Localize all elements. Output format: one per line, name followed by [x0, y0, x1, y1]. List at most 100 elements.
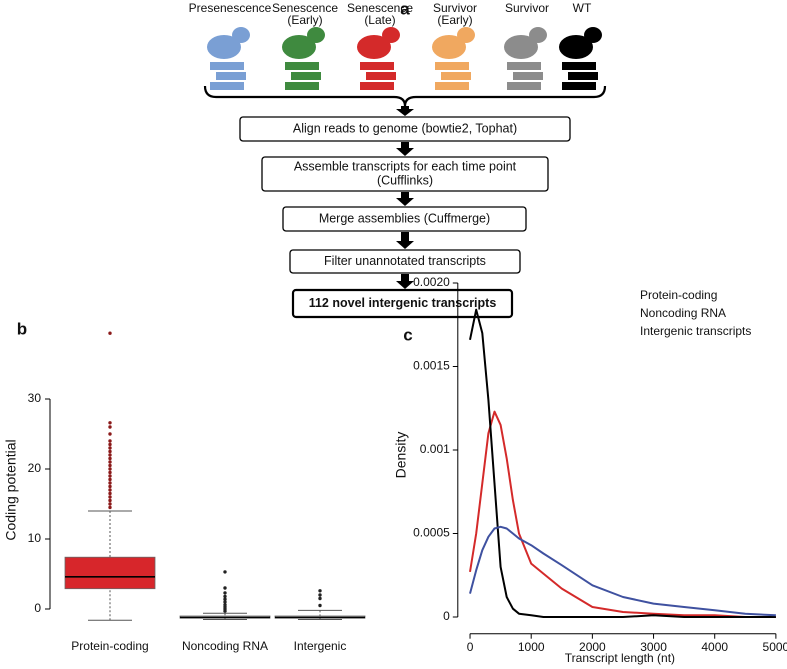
outlier	[108, 453, 112, 457]
y-tick-label: 20	[28, 461, 42, 475]
outlier	[108, 467, 112, 471]
y-tick-label: 0.0005	[413, 526, 450, 540]
chromatin-bar	[360, 82, 382, 90]
x-tick-label: Noncoding RNA	[182, 639, 268, 653]
outlier	[108, 488, 112, 492]
chromatin-bar	[376, 82, 394, 90]
outlier	[108, 502, 112, 506]
y-tick-label: 10	[28, 531, 42, 545]
y-tick-label: 0	[34, 601, 41, 615]
x-axis-title: Transcript length (nt)	[565, 651, 675, 665]
chromatin-bar	[226, 82, 244, 90]
outlier	[108, 432, 112, 436]
outlier	[108, 491, 112, 496]
cell-bud	[307, 27, 325, 43]
sample-label: WT	[573, 1, 592, 15]
step-box	[261, 156, 549, 192]
x-tick-label: 4000	[701, 640, 728, 654]
box	[64, 556, 156, 590]
chromatin-bar	[513, 72, 531, 80]
sample-label: (Early)	[287, 13, 322, 27]
x-tick-label: 2000	[579, 640, 606, 654]
outlier	[223, 600, 227, 604]
chromatin-bar	[376, 62, 394, 70]
chromatin-bar	[451, 82, 469, 90]
panel-label: a	[400, 0, 410, 18]
step-text: Align reads to genome (bowtie2, Tophat)	[293, 121, 517, 135]
chromatin-bar	[562, 62, 584, 70]
cell-bud	[382, 27, 400, 43]
density-line	[469, 410, 776, 618]
sample-label: (Late)	[364, 13, 395, 27]
arrow	[396, 106, 414, 116]
arrow	[396, 232, 414, 249]
sample-label: Senescence	[272, 1, 338, 15]
outlier	[223, 586, 227, 590]
step-text: 112 novel intergenic transcripts	[309, 296, 497, 310]
chromatin-bar	[523, 62, 541, 70]
chromatin-bar	[435, 82, 457, 90]
chromatin-bar	[291, 72, 309, 80]
outlier	[223, 594, 227, 599]
step-text: Assemble transcripts for each time point	[294, 159, 517, 173]
y-axis-title: Density	[393, 432, 409, 479]
arrow	[396, 192, 414, 206]
cell-bud	[457, 27, 475, 43]
cell-icon	[432, 35, 466, 59]
sample-label: Survivor	[505, 1, 549, 15]
arrow	[396, 142, 414, 156]
cell-bud	[232, 27, 250, 43]
arrow	[396, 274, 414, 289]
chromatin-bar	[441, 72, 459, 80]
chromatin-bar	[226, 62, 244, 70]
outlier	[318, 596, 322, 601]
chromatin-bar	[435, 62, 457, 70]
x-tick-label: 1000	[518, 640, 545, 654]
legend-entry: Intergenic transcripts	[640, 324, 751, 338]
panel-label: b	[17, 319, 27, 338]
y-tick-label: 30	[28, 391, 42, 405]
outlier	[108, 463, 112, 468]
outlier	[108, 439, 112, 443]
sample-label: Senescence	[347, 1, 413, 15]
chromatin-bar	[216, 72, 234, 80]
chromatin-bar	[523, 82, 541, 90]
chromatin-bar	[562, 82, 584, 90]
outlier	[223, 597, 227, 601]
outlier	[223, 570, 227, 574]
x-tick-label: 5000	[763, 640, 787, 654]
density-line	[469, 525, 776, 617]
chromatin-bar	[451, 62, 469, 70]
y-tick-label: 0.0020	[413, 275, 450, 289]
x-tick-label: 3000	[640, 640, 667, 654]
chromatin-bar	[285, 82, 307, 90]
chromatin-bar	[507, 62, 529, 70]
x-tick-label: Intergenic	[294, 639, 347, 653]
legend-entry: Noncoding RNA	[640, 306, 726, 320]
bracket	[203, 85, 607, 107]
outlier	[108, 505, 112, 510]
outlier	[108, 442, 112, 447]
chromatin-bar	[568, 72, 586, 80]
cell-icon	[207, 35, 241, 59]
step-text: (Cufflinks)	[377, 173, 433, 187]
cell-icon	[559, 35, 593, 59]
cell-bud	[529, 27, 547, 43]
step-text: Merge assemblies (Cuffmerge)	[319, 211, 490, 225]
outlier	[108, 446, 112, 450]
outlier	[223, 591, 227, 595]
outlier	[108, 477, 112, 482]
cell-icon	[357, 35, 391, 59]
chromatin-bar	[301, 62, 319, 70]
step-box	[289, 249, 521, 274]
sample-label: (Early)	[437, 13, 472, 27]
outlier	[108, 425, 112, 429]
density-line	[469, 308, 776, 618]
step-box	[239, 116, 571, 142]
y-tick-label: 0.0015	[413, 359, 450, 373]
cell-icon	[282, 35, 316, 59]
chromatin-bar	[210, 82, 232, 90]
outlier	[108, 481, 112, 485]
outlier	[108, 456, 112, 461]
